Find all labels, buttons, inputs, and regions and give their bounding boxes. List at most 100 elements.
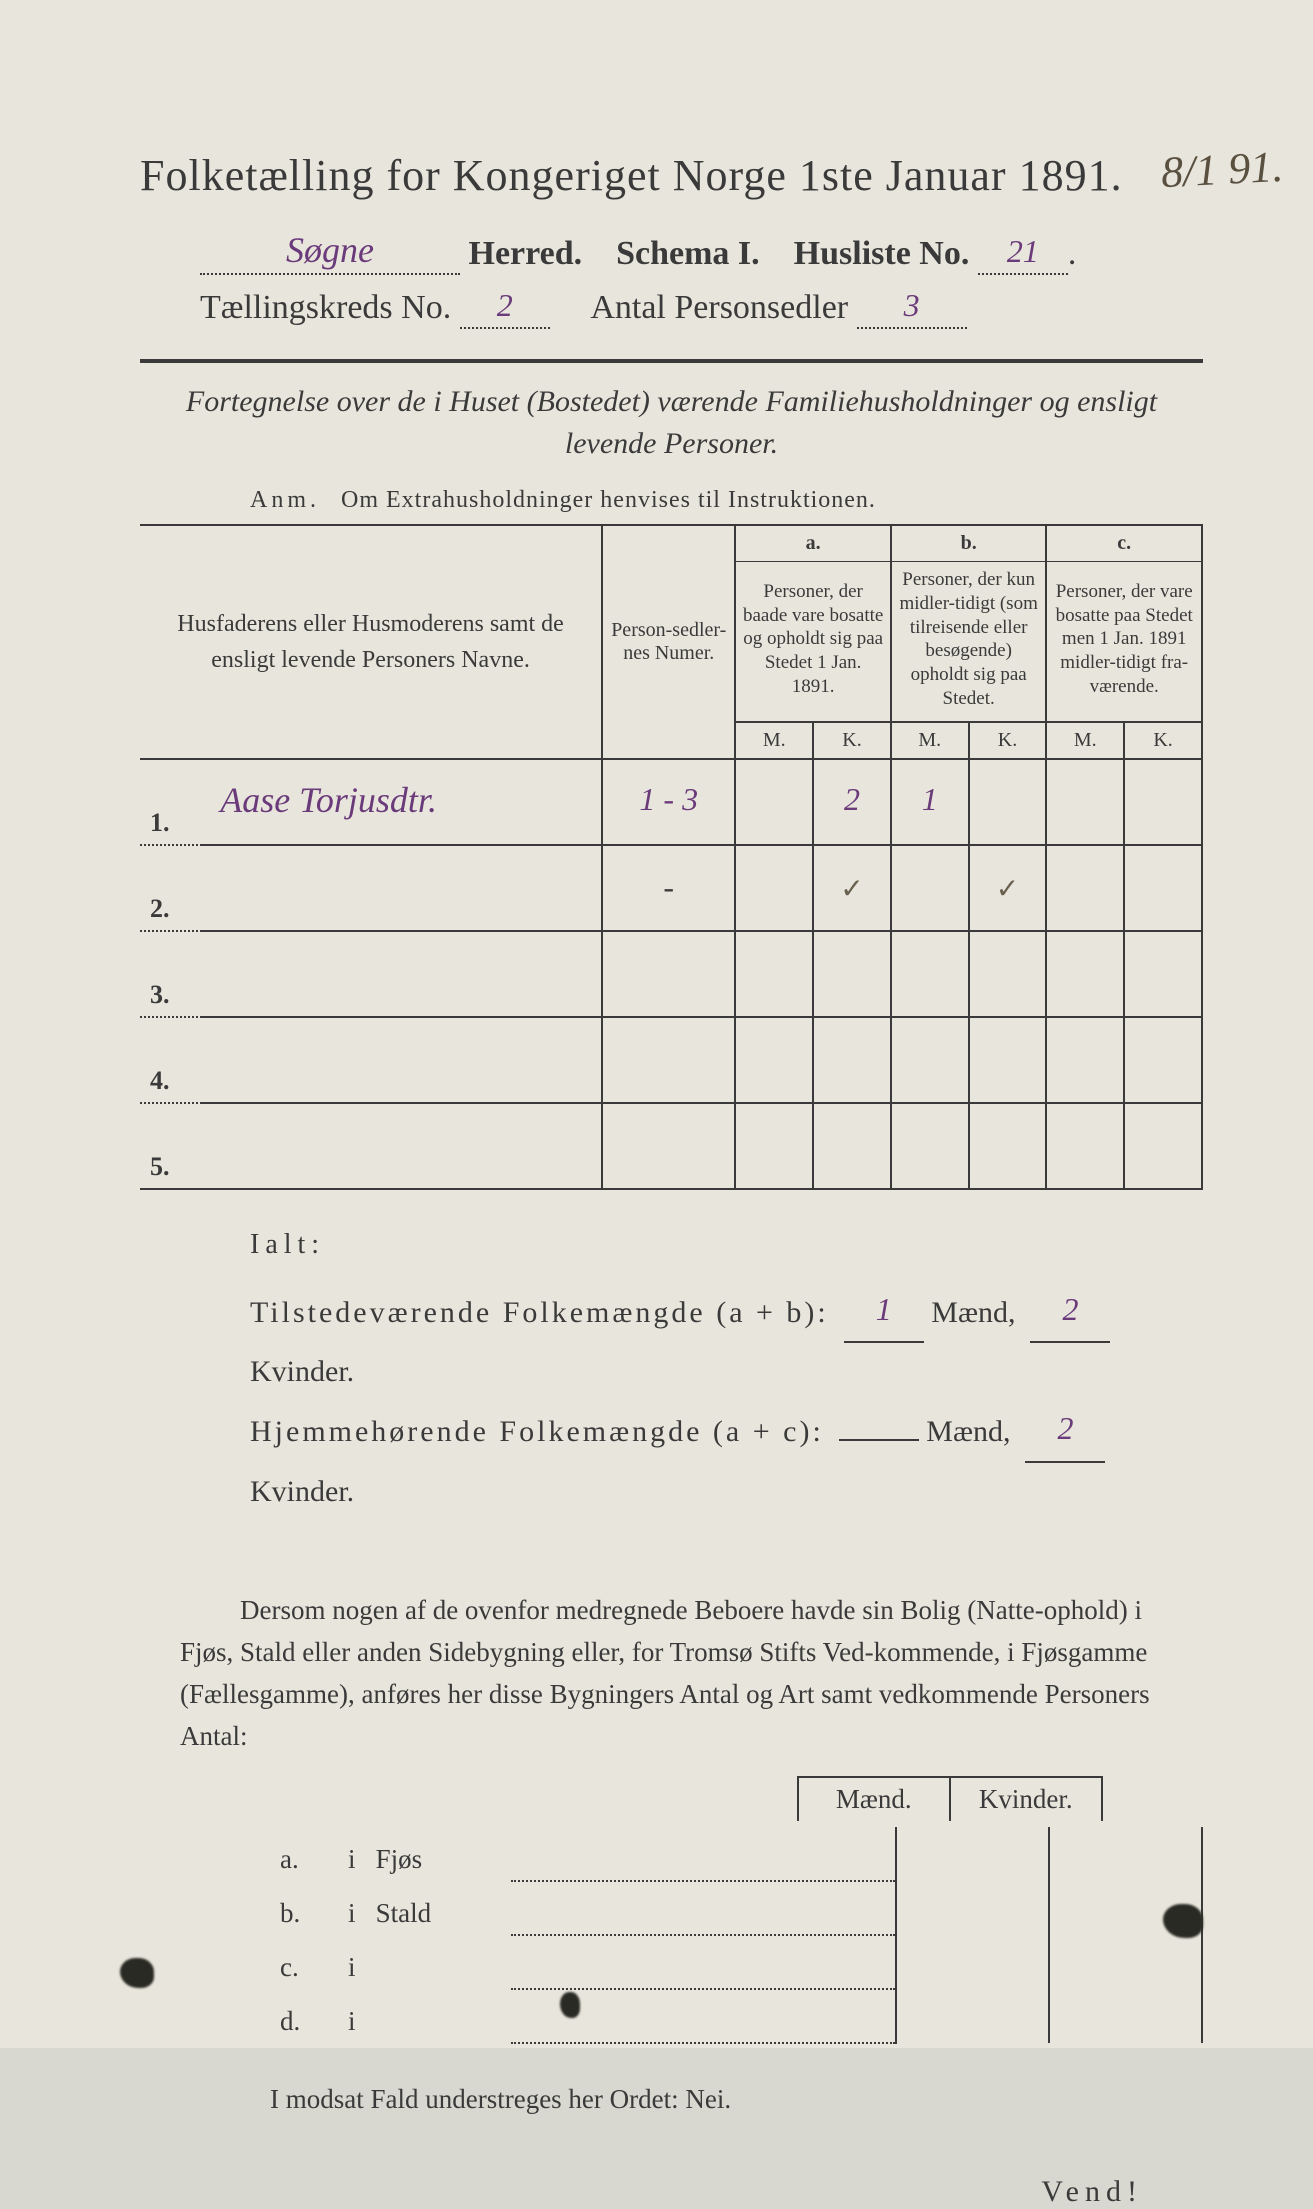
cell-cM: [1046, 1017, 1124, 1103]
loc-k-cell: [1049, 1989, 1202, 2043]
table-row: 2.-✓✓: [140, 845, 1202, 931]
row-personsedler: [602, 1017, 735, 1103]
loc-dots: [511, 1881, 897, 1935]
schema-label: Schema I.: [616, 235, 760, 272]
cell-cM: [1046, 759, 1124, 845]
ialt-label: Ialt:: [250, 1218, 1203, 1271]
row-name: [202, 931, 602, 1017]
loc-dots: [511, 1935, 897, 1989]
cell-cK: [1124, 1017, 1202, 1103]
household-table: Husfaderens eller Husmoderens samt de en…: [140, 524, 1203, 1190]
loc-m-cell: [896, 1881, 1049, 1935]
cell-bM: [891, 1017, 969, 1103]
totals-ab-label: Tilstedeværende Folkemængde (a + b):: [250, 1296, 829, 1329]
row-personsedler: [602, 1103, 735, 1189]
loc-word: Fjøs: [366, 1827, 511, 1881]
loc-lab: b.: [270, 1881, 338, 1935]
herred-value: Søgne: [286, 230, 374, 270]
loc-header: Mænd.Kvinder.: [270, 1776, 1203, 1821]
cell-aM: [735, 845, 813, 931]
cell-cK: [1124, 759, 1202, 845]
cell-aK: 2: [813, 759, 891, 845]
loc-word: [366, 1989, 511, 2043]
cell-aK: [813, 1103, 891, 1189]
table-row: 4.: [140, 1017, 1202, 1103]
row-name: [202, 1017, 602, 1103]
table-row: 5.: [140, 1103, 1202, 1189]
cell-bM: [891, 1103, 969, 1189]
totals-ab-k: 2: [1062, 1291, 1078, 1327]
col-a-head: a.: [735, 525, 891, 562]
cell-bM: 1: [891, 759, 969, 845]
kvinder-label-2: Kvinder.: [250, 1475, 354, 1508]
loc-word: [366, 1935, 511, 1989]
col-c-k: K.: [1124, 722, 1202, 759]
nei-line: I modsat Fald understreges her Ordet: Ne…: [270, 2084, 1203, 2115]
anm-text: Om Extrahusholdninger henvises til Instr…: [341, 487, 876, 513]
form-subtitle: Fortegnelse over de i Huset (Bostedet) v…: [180, 381, 1163, 465]
totals-line-ab: Tilstedeværende Folkemængde (a + b): 1 M…: [250, 1281, 1203, 1401]
divider: [140, 359, 1203, 363]
loc-row: b.iStald: [270, 1881, 1202, 1935]
loc-m-cell: [896, 1935, 1049, 1989]
notes-paragraph: Dersom nogen af de ovenfor medregnede Be…: [180, 1590, 1163, 1757]
vend-label: Vend!: [140, 2175, 1143, 2209]
cell-aK: [813, 1017, 891, 1103]
antal-label: Antal Personsedler: [590, 289, 848, 326]
cell-bM: [891, 931, 969, 1017]
loc-dots: [511, 1827, 897, 1881]
anm-label: Anm.: [250, 487, 320, 513]
col-c-text: Personer, der vare bosatte paa Stedet me…: [1046, 562, 1202, 722]
loc-i: i: [338, 1881, 366, 1935]
loc-lab: c.: [270, 1935, 338, 1989]
cell-bK: [969, 1103, 1047, 1189]
row-name: [202, 1103, 602, 1189]
totals-block: Ialt: Tilstedeværende Folkemængde (a + b…: [250, 1218, 1203, 1521]
col-a-m: M.: [735, 722, 813, 759]
row-name: Aase Torjusdtr.: [202, 759, 602, 845]
row-personsedler: [602, 931, 735, 1017]
col-b-m: M.: [891, 722, 969, 759]
cell-aM: [735, 1017, 813, 1103]
row-number: 5.: [140, 1103, 202, 1189]
loc-lab: a.: [270, 1827, 338, 1881]
location-table: a.iFjøsb.iStaldc.id.i: [270, 1827, 1203, 2044]
row-number: 2.: [140, 845, 202, 931]
cell-aK: ✓: [813, 845, 891, 931]
cell-aM: [735, 1103, 813, 1189]
col-c-m: M.: [1046, 722, 1124, 759]
totals-line-ac: Hjemmehørende Folkemængde (a + c): Mænd,…: [250, 1400, 1203, 1520]
cell-bK: [969, 931, 1047, 1017]
loc-i: i: [338, 1989, 366, 2043]
cell-cM: [1046, 931, 1124, 1017]
loc-k-cell: [1049, 1935, 1202, 1989]
loc-head-k: Kvinder.: [951, 1776, 1103, 1821]
loc-head-m: Mænd.: [797, 1776, 951, 1821]
anm-line: Anm. Om Extrahusholdninger henvises til …: [250, 487, 1203, 514]
loc-row: a.iFjøs: [270, 1827, 1202, 1881]
row-name: [202, 845, 602, 931]
col-name-header: Husfaderens eller Husmoderens samt de en…: [140, 525, 602, 759]
col-c-head: c.: [1046, 525, 1202, 562]
row-number: 3.: [140, 931, 202, 1017]
maend-label-2: Mænd,: [926, 1415, 1010, 1448]
loc-m-cell: [896, 1827, 1049, 1881]
herred-label: Herred.: [469, 235, 583, 272]
col-a-k: K.: [813, 722, 891, 759]
row-number: 4.: [140, 1017, 202, 1103]
ink-smudge-icon: [120, 1958, 154, 1988]
cell-cM: [1046, 1103, 1124, 1189]
table-row: 3.: [140, 931, 1202, 1017]
husliste-value: 21: [1007, 233, 1039, 269]
maend-label: Mænd,: [931, 1296, 1015, 1329]
col-b-text: Personer, der kun midler-tidigt (som til…: [891, 562, 1047, 722]
col-person-header: Person-sedler-nes Numer.: [602, 525, 735, 759]
cell-bM: [891, 845, 969, 931]
loc-m-cell: [896, 1989, 1049, 2043]
loc-lab: d.: [270, 1989, 338, 2043]
col-a-text: Personer, der baade vare bosatte og opho…: [735, 562, 891, 722]
cell-cK: [1124, 931, 1202, 1017]
ink-smudge-icon: [560, 1992, 580, 2018]
antal-value: 3: [904, 287, 920, 323]
census-form-page: 8/1 91. Folketælling for Kongeriget Norg…: [0, 0, 1313, 2048]
